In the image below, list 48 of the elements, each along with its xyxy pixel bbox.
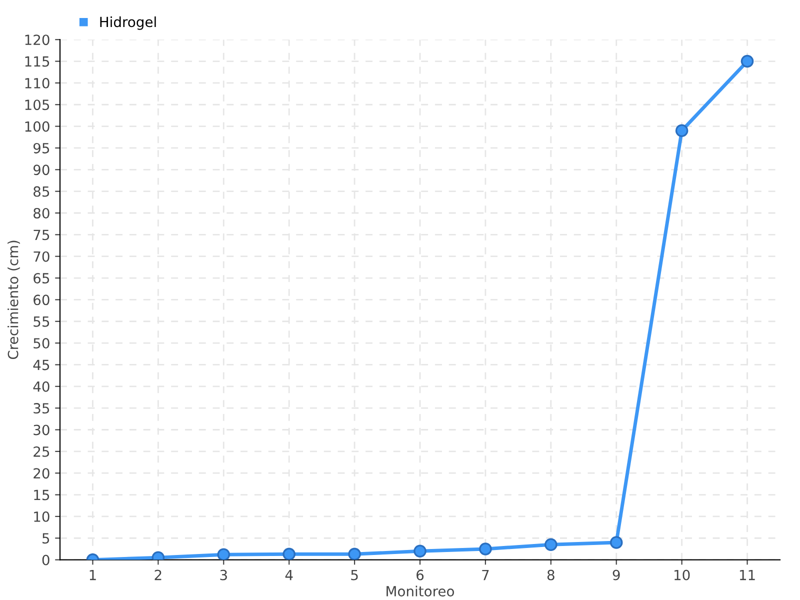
- y-tick-label: 65: [34, 272, 50, 284]
- x-tick-label: 11: [740, 570, 755, 580]
- y-tick-label: 10: [34, 511, 50, 522]
- y-tick-label: 95: [33, 142, 50, 154]
- y-tick-label: 55: [34, 316, 50, 327]
- x-tick-label: 2: [154, 570, 162, 580]
- y-tick-label: 80: [34, 208, 50, 218]
- y-tick-label: 40: [33, 381, 50, 392]
- y-tick-label: 20: [34, 468, 50, 479]
- point: [479, 542, 492, 556]
- point: [217, 548, 230, 560]
- y-tick-label: 15: [34, 490, 50, 500]
- x-tick-label: 5: [351, 570, 358, 580]
- y-tick-label: 90: [33, 164, 50, 176]
- point: [348, 548, 361, 560]
- point: [740, 54, 754, 68]
- y-tick-label: 115: [25, 56, 50, 67]
- legend-label: Hidrogel: [100, 16, 156, 30]
- y-tick-label: 5: [42, 533, 50, 544]
- y-tick-label: 120: [25, 34, 50, 46]
- point: [414, 544, 426, 558]
- point: [675, 124, 688, 138]
- y-tick-label: 85: [34, 186, 50, 197]
- y-tick-label: 25: [34, 446, 50, 457]
- y-tick-label: 50: [34, 338, 50, 349]
- y-axis-title: Crecimiento (cm): [8, 240, 20, 360]
- x-tick-label: 7: [482, 570, 489, 580]
- y-tick-label: 100: [25, 121, 50, 132]
- x-tick-label: 6: [416, 570, 424, 580]
- y-tick-label: 0: [42, 554, 50, 566]
- x-tick-label: 1: [90, 570, 96, 580]
- point: [544, 538, 558, 552]
- x-tick-label: 4: [285, 570, 293, 580]
- x-tick-label: 10: [674, 570, 690, 580]
- y-tick-label: 110: [25, 78, 50, 88]
- y-tick-label: 45: [33, 360, 50, 370]
- y-tick-label: 70: [34, 251, 50, 262]
- y-tick-label: 35: [34, 403, 50, 414]
- y-tick-label: 30: [34, 424, 50, 436]
- x-tick-label: 9: [612, 570, 620, 580]
- point: [282, 548, 296, 560]
- y-tick-label: 105: [25, 100, 50, 110]
- x-axis-title: Monitoreo: [386, 586, 454, 596]
- point: [610, 536, 623, 549]
- x-tick-label: 3: [220, 570, 227, 580]
- x-tick-label: 8: [547, 570, 554, 580]
- y-tick-label: 60: [34, 294, 50, 306]
- y-tick-label: 75: [34, 230, 50, 240]
